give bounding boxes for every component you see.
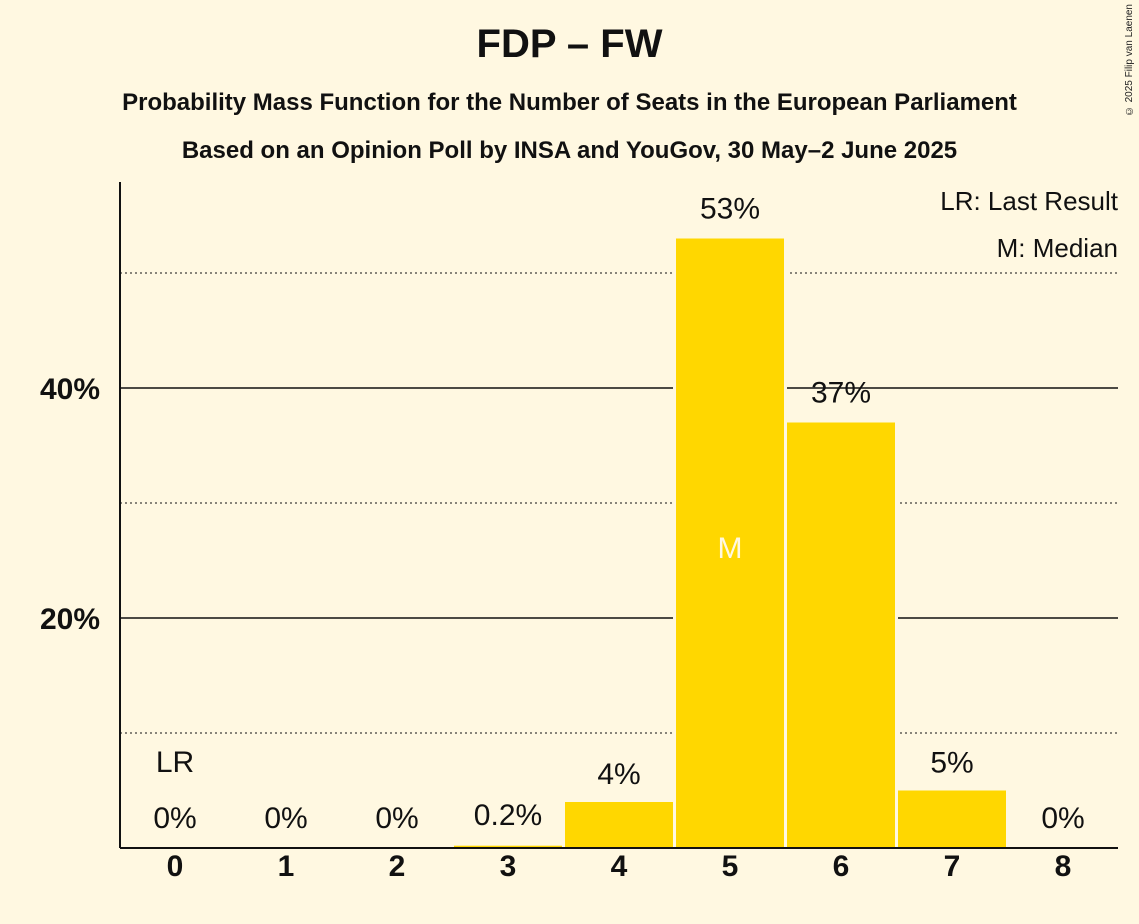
x-tick-label: 5 xyxy=(722,850,739,883)
bar-value-label: 0% xyxy=(375,802,418,835)
bar xyxy=(454,845,562,848)
bar-value-label: 0% xyxy=(1041,802,1084,835)
gridlines xyxy=(120,272,1118,734)
bar-value-label: 37% xyxy=(811,377,871,410)
legend-last-result: LR: Last Result xyxy=(940,186,1119,216)
bar-value-label: 5% xyxy=(930,747,973,780)
bar xyxy=(565,802,673,848)
x-tick-label: 8 xyxy=(1055,850,1072,883)
bar-value-label: 0% xyxy=(153,802,196,835)
chart-subtitle-line1: Probability Mass Function for the Number… xyxy=(122,89,1017,116)
x-tick-label: 6 xyxy=(833,850,850,883)
bar-value-label: 4% xyxy=(597,758,640,791)
legend-median: M: Median xyxy=(997,233,1118,263)
bars-group xyxy=(451,238,1009,848)
bar-value-label: 0% xyxy=(264,802,307,835)
x-tick-label: 4 xyxy=(611,850,628,883)
last-result-marker: LR xyxy=(156,746,194,779)
median-marker: M xyxy=(718,532,743,565)
bar-value-label: 53% xyxy=(700,193,760,226)
x-tick-label: 0 xyxy=(167,850,184,883)
legend: LR: Last Result M: Median xyxy=(940,186,1119,263)
x-tick-label: 2 xyxy=(389,850,406,883)
x-tick-label: 1 xyxy=(278,850,295,883)
bar xyxy=(898,790,1006,848)
bar xyxy=(676,238,784,848)
y-tick-label: 40% xyxy=(40,373,100,406)
labels-group: 20% 40% 0% 0 LR 0% 1 0% 2 0.2% 3 4% 4 53% 5 M 37% 6 5% 7 0% 8 xyxy=(40,193,1085,884)
chart-subtitle-line2: Based on an Opinion Poll by INSA and You… xyxy=(181,137,958,164)
x-tick-label: 3 xyxy=(500,850,517,883)
bar xyxy=(787,422,895,848)
y-tick-label: 20% xyxy=(40,603,100,636)
x-tick-label: 7 xyxy=(944,850,961,883)
bar-value-label: 0.2% xyxy=(474,799,542,832)
chart-title: FDP – FW xyxy=(476,22,663,66)
axes xyxy=(119,182,1118,849)
